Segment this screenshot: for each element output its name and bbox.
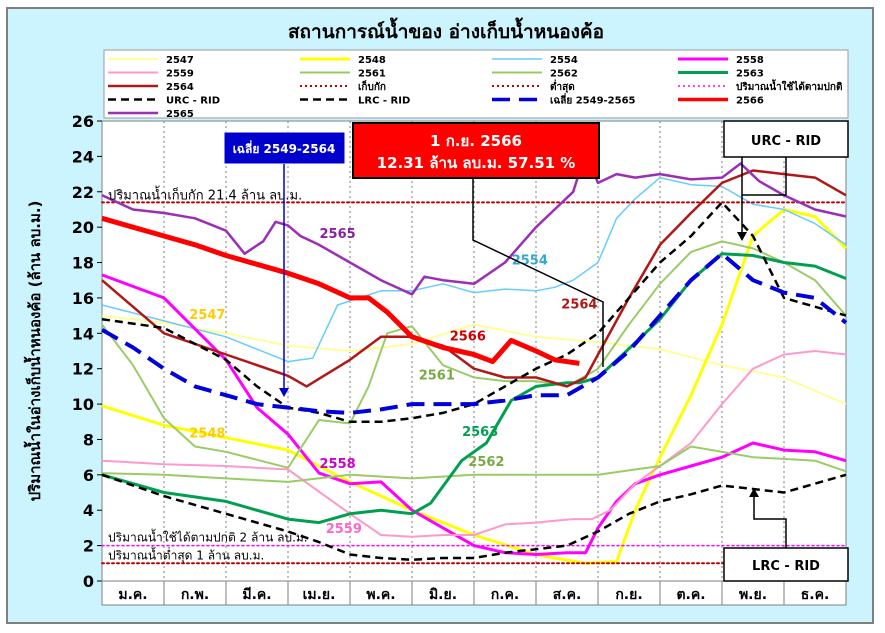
x-tick-label: พ.ค. [366,587,395,603]
series-label: 2562 [468,455,504,470]
series-line-2562 [101,445,847,483]
y-tick-label: 14 [72,324,94,343]
y-tick-label: 12 [72,360,94,379]
y-tick-label: 20 [72,218,94,237]
y-tick-label: 6 [83,466,94,485]
legend-entry: เฉลี่ย 2549-2565 [550,93,636,107]
average-box-label: เฉลี่ย 2549-2564 [233,140,336,156]
series-label: 2564 [561,298,597,313]
x-tick-label: เม.ย. [303,587,336,603]
urc-arrowhead [737,232,747,241]
y-tick-label: 10 [72,395,94,414]
x-tick-label: ธ.ค. [801,587,830,603]
urc-leader-line [742,157,787,196]
series-lines [101,151,848,565]
series-label: 2559 [326,522,362,537]
storage-label: ปริมาณน้ำเก็บกัก 21.4 ล้าน ลบ.ม. [108,185,302,203]
series-label: 2558 [320,457,356,472]
annotations: ปริมาณน้ำเก็บกัก 21.4 ล้าน ลบ.ม. ปริมาณน้… [108,120,849,582]
legend-entry: 2563 [736,69,764,80]
series-line-2558 [101,273,847,556]
y-tick-label: 8 [83,430,94,449]
series-line-2566 [101,215,580,366]
legend-entry: 2564 [166,82,194,93]
x-tick-label: ม.ค. [118,587,147,603]
series-label: 2554 [512,253,548,268]
y-tick-label: 18 [72,254,94,273]
lrc-leader-line [753,497,787,548]
y-tick-label: 24 [72,147,94,166]
x-tick-label: ส.ค. [553,587,582,603]
urc-box-label: URC - RID [751,134,821,149]
legend-entry: 2558 [736,55,764,66]
legend-box [103,49,849,119]
x-tick-label: ก.ค. [491,587,519,603]
minimum-label: ปริมาณน้ำต่ำสุด 1 ล้าน ลบ.ม. [108,546,264,563]
legend-entry: เก็บกัก [358,79,386,93]
y-tick-label: 4 [83,501,94,520]
lrc-arrowhead [749,488,759,497]
legend-entry: 2559 [166,69,194,80]
legend-entry: URC - RID [166,96,220,107]
y-tick-label: 0 [83,572,94,591]
series-line-LRC---RID [101,473,847,562]
series-label: 2548 [189,427,225,442]
chart-title: สถานการณ์น้ำของ อ่างเก็บน้ำหนองค้อ [288,17,604,43]
series-line-2559 [101,350,847,538]
series-line-URC---RID [101,201,847,424]
legend-entry: LRC - RID [358,96,410,107]
current-date: 1 ก.ย. 2566 [430,132,522,150]
series-label: 2547 [189,308,225,323]
series-line-2554 [101,176,847,363]
legend: 2547 2548 2554 2558 2559 2561 2562 2563 2564 เก็บ… [108,55,842,120]
legend-entry: 2547 [166,55,194,66]
series-label: 2566 [450,329,486,344]
x-tick-label: มิ.ย. [429,587,457,603]
x-tick-label: พ.ย. [739,587,767,603]
y-tick-label: 22 [72,183,94,202]
legend-entry: ปริมาณน้ำใช้ได้ตามปกติ [736,79,842,93]
y-tick-label: 26 [72,112,94,131]
normal-use-label: ปริมาณน้ำใช้ได้ตามปกติ 2 ล้าน ลบ.ม. [108,529,308,545]
series-labels: 2547 2548 2554 2558 2559 2561 2562 2563 2564 2565… [189,227,597,537]
series-line-2561 [101,240,847,469]
average-box [223,131,346,165]
series-label: 2565 [320,227,356,242]
x-tick-label: ก.พ. [181,587,209,603]
legend-entry: 2561 [358,69,386,80]
legend-entry: 2565 [166,109,194,120]
x-tick-label: ก.ย. [615,587,642,603]
legend-entry: ต่ำสุด [550,79,575,93]
x-tick-label: มี.ค. [242,587,271,603]
series-line-เฉลี่ย-2549-2565 [101,251,848,415]
current-leader-line [472,178,604,367]
series-label: 2563 [462,425,498,440]
current-volume: 12.31 ล้าน ลบ.ม. 57.51 % [377,154,576,172]
legend-entry: 2566 [736,96,764,107]
series-label: 2561 [419,368,455,383]
y-tick-label: 2 [83,537,94,556]
legend-entry: 2562 [550,69,578,80]
legend-entry: 2548 [358,55,386,66]
x-tick-label: ต.ค. [676,587,705,603]
lrc-box-label: LRC - RID [752,559,820,574]
lrc-box [723,547,849,582]
series-line-2564 [101,169,847,388]
series-line-2547 [101,314,847,406]
series-line-2563 [101,252,847,525]
y-axis-label: ปริมาณน้ำในอ่างเก็บน้ำหนองค้อ (ล้าน ลบ.ม… [23,201,44,502]
average-arrowhead [279,388,289,397]
legend-entry: 2554 [550,55,578,66]
y-tick-label: 16 [72,289,94,308]
series-line-2565 [101,151,847,296]
current-value-box [352,122,600,179]
